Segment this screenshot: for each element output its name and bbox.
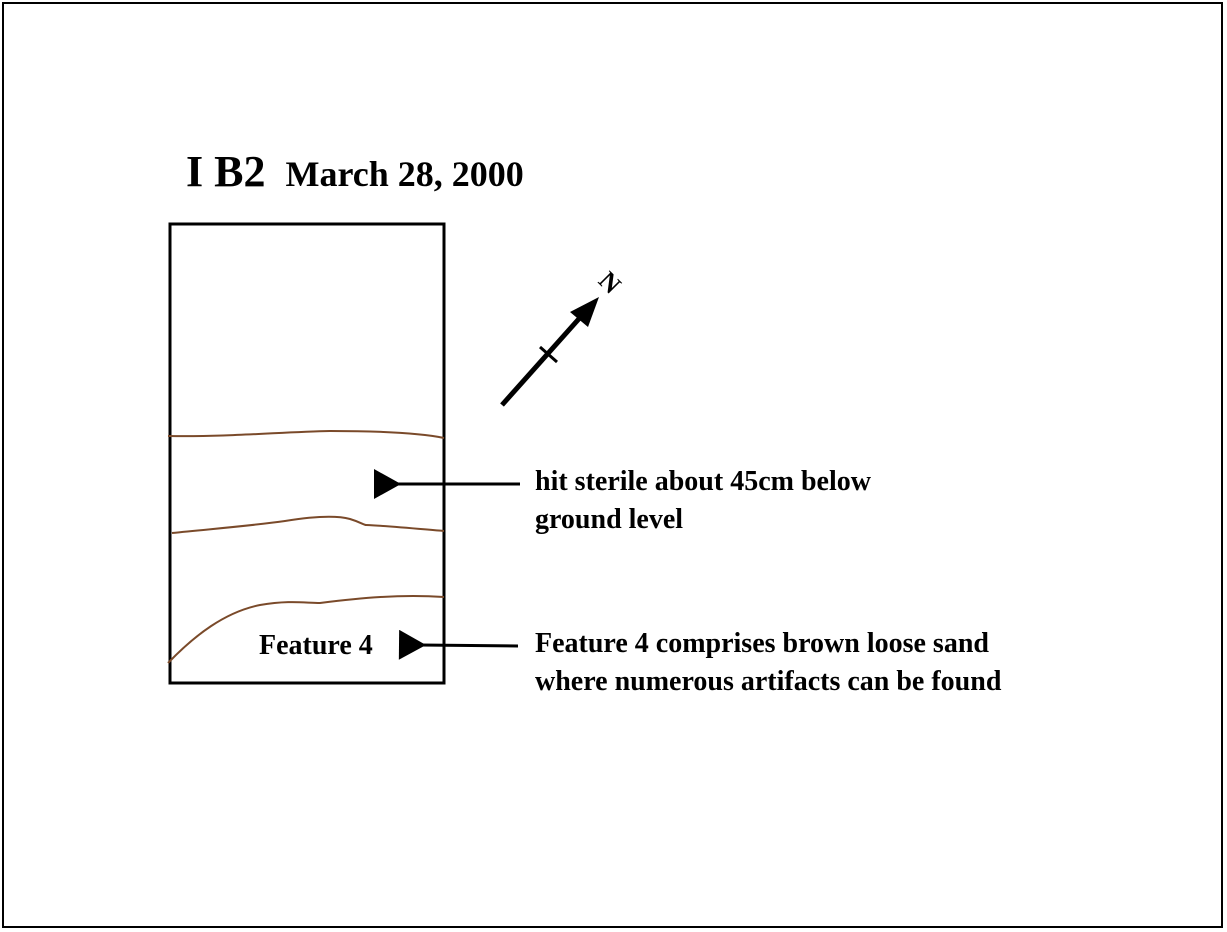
excavation-unit-outline: [168, 222, 446, 685]
north-arrow-icon: [500, 297, 599, 407]
unit-id: I B2: [186, 147, 266, 196]
sterile-note: hit sterile about 45cm below ground leve…: [535, 466, 871, 535]
record-date: March 28, 2000: [285, 154, 524, 194]
feature-4-boundary: [167, 594, 445, 664]
stratum-boundary-upper: [167, 429, 445, 439]
feature-label: Feature 4: [259, 630, 373, 661]
stratum-boundary-middle: [171, 515, 445, 534]
feature-note: Feature 4 comprises brown loose sand whe…: [535, 628, 1002, 697]
feature-pointer-arrow: [398, 629, 519, 660]
figure-title: I B2 March 28, 2000: [186, 146, 524, 197]
